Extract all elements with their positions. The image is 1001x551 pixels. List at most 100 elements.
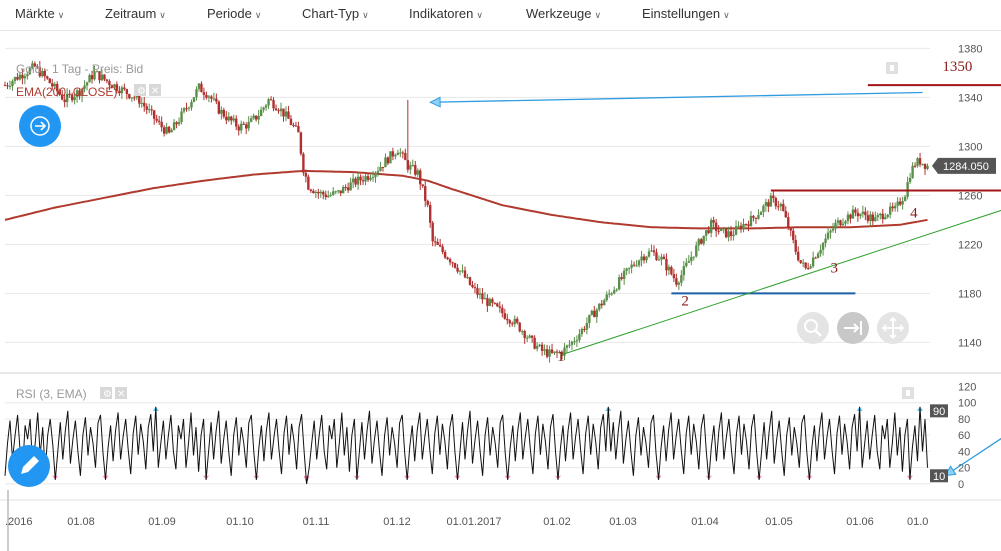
candle-body: [844, 221, 847, 224]
candle-body: [598, 303, 601, 310]
wave-label: 1350: [942, 59, 972, 75]
candle-body: [548, 349, 551, 357]
candle-body: [453, 263, 457, 268]
menu-einstellungen[interactable]: Einstellungen ∨: [642, 6, 730, 21]
y-tick-label: 1220: [958, 239, 982, 251]
fit-to-range-icon: [844, 321, 862, 335]
candle-body: [851, 209, 855, 219]
candle-body: [182, 108, 186, 112]
fit-button[interactable]: [837, 312, 869, 344]
candle-body: [354, 178, 357, 185]
y-tick-label: 1140: [958, 337, 982, 349]
candle-body: [483, 298, 487, 300]
candle-body: [578, 334, 581, 341]
candle-body: [834, 222, 837, 229]
candle-body: [879, 213, 882, 216]
candle-body: [324, 194, 327, 198]
rsi-settings-icon[interactable]: ⚙: [100, 387, 112, 400]
rsi-y-tick-label: 20: [958, 463, 970, 475]
legend-settings-icon[interactable]: ⚙: [134, 84, 146, 97]
zoom-button[interactable]: [797, 312, 829, 344]
candle-body: [70, 94, 74, 101]
candle-body: [230, 116, 233, 121]
candle-body: [185, 108, 188, 110]
candle-body: [200, 83, 203, 93]
candle-body: [31, 63, 34, 68]
candle-body: [471, 284, 474, 288]
candle-body: [421, 184, 424, 187]
rsi-y-tick-label: 40: [958, 446, 970, 458]
candle-body: [682, 266, 686, 276]
menu-maerkte[interactable]: Märkte ∨: [15, 6, 64, 21]
candle-body: [809, 266, 812, 269]
candle-body: [555, 351, 559, 353]
ema-layer: [4, 169, 928, 230]
candle-body: [854, 209, 857, 213]
candle-body: [593, 310, 596, 318]
menu-periode[interactable]: Periode ∨: [207, 6, 261, 21]
candle-body: [33, 63, 37, 67]
candle-body: [43, 70, 46, 77]
rsi-close-icon[interactable]: ✕: [115, 387, 127, 400]
candle-body: [240, 123, 243, 131]
candle-body: [911, 165, 914, 178]
candle-body: [105, 79, 109, 82]
candle-body: [824, 238, 827, 244]
menu-indikatoren[interactable]: Indikatoren ∨: [409, 6, 483, 21]
candle-body: [379, 166, 382, 171]
candle-body: [192, 97, 196, 102]
candle-body: [635, 265, 638, 267]
candle-body: [627, 267, 631, 269]
candle-body: [28, 67, 32, 75]
last-price-label: 1284.050: [943, 161, 989, 173]
x-tick-label: 01.10: [226, 516, 254, 528]
candle-body: [264, 105, 268, 108]
candle-body: [341, 187, 345, 194]
pan-button[interactable]: [877, 312, 909, 344]
candle-body: [463, 270, 467, 278]
candle-body: [493, 302, 497, 304]
candle-body: [722, 228, 725, 230]
menu-chart-typ[interactable]: Chart-Typ ∨: [302, 6, 369, 21]
candle-body: [461, 270, 464, 272]
candle-body: [769, 195, 773, 207]
candle-body: [287, 111, 290, 119]
candle-body: [632, 264, 636, 266]
candle-body: [630, 264, 633, 268]
candle-body: [523, 331, 526, 339]
ema-legend: EMA(200, CLOSE): [16, 85, 117, 99]
rsi-y-tick-label: 0: [958, 479, 964, 491]
draw-button[interactable]: [8, 445, 50, 487]
candle-body: [784, 210, 787, 218]
legend-close-icon[interactable]: ✕: [149, 84, 161, 97]
candle-body: [389, 151, 392, 164]
candle-body: [247, 121, 250, 129]
x-tick-label: 01.12: [383, 516, 411, 528]
candle-body: [13, 77, 17, 82]
candle-body: [608, 293, 611, 295]
candle-body: [742, 223, 745, 230]
main-pane-collapse-icon[interactable]: [886, 62, 898, 74]
candle-body: [332, 191, 335, 195]
candle-body: [133, 97, 136, 99]
candle-body: [167, 126, 171, 133]
candle-body: [739, 225, 743, 230]
candle-body: [369, 177, 372, 180]
candle-body: [98, 71, 101, 81]
candle-body: [478, 293, 482, 295]
candle-body: [724, 228, 728, 238]
candle-body: [262, 107, 265, 110]
rsi-pane-collapse-icon[interactable]: [902, 387, 914, 399]
rsi-level-10-label: 10: [933, 471, 945, 483]
candle-body: [637, 260, 641, 266]
candle-body: [317, 191, 320, 194]
candle-body: [605, 294, 608, 301]
candle-body: [553, 351, 556, 353]
menu-werkzeuge[interactable]: Werkzeuge ∨: [526, 6, 601, 21]
navigate-button[interactable]: [19, 105, 61, 147]
drawing-layer: 1350 1 2 3 4: [429, 59, 1001, 477]
menu-zeitraum[interactable]: Zeitraum ∨: [105, 6, 166, 21]
candle-body: [772, 195, 775, 199]
candle-body: [51, 83, 54, 87]
